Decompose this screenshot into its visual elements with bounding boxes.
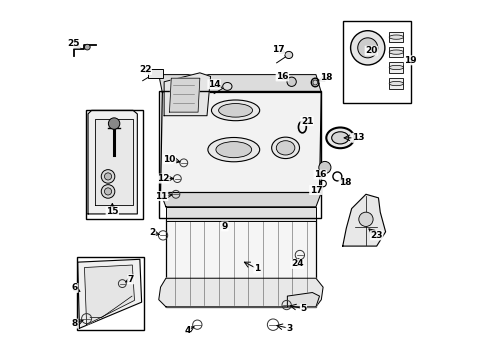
Text: 18: 18 [319, 73, 331, 82]
Ellipse shape [285, 51, 292, 59]
Ellipse shape [276, 141, 294, 155]
Text: 22: 22 [139, 66, 151, 75]
Ellipse shape [218, 104, 252, 117]
Ellipse shape [388, 50, 403, 54]
Ellipse shape [325, 127, 353, 148]
Ellipse shape [271, 137, 299, 158]
Text: 16: 16 [276, 72, 288, 81]
Circle shape [318, 161, 330, 174]
Polygon shape [160, 193, 321, 207]
Circle shape [108, 118, 120, 129]
Text: 16: 16 [313, 170, 326, 179]
Polygon shape [95, 119, 133, 205]
Text: 12: 12 [157, 174, 169, 183]
Text: 8: 8 [72, 319, 78, 328]
Bar [388, 78, 403, 89]
Bar [388, 32, 403, 42]
Bar [388, 62, 403, 73]
Bar [165, 219, 315, 307]
Bar [165, 207, 315, 221]
Polygon shape [159, 75, 321, 93]
Text: 1: 1 [253, 264, 260, 273]
Ellipse shape [388, 35, 403, 39]
Text: 14: 14 [207, 80, 220, 89]
Text: 3: 3 [285, 324, 292, 333]
Text: 20: 20 [365, 46, 377, 55]
Text: 18: 18 [338, 178, 351, 187]
Ellipse shape [388, 81, 403, 86]
Text: 6: 6 [72, 283, 78, 292]
Circle shape [104, 173, 111, 180]
Circle shape [286, 77, 296, 86]
Bar [342, 21, 410, 103]
Text: 24: 24 [290, 260, 303, 269]
Ellipse shape [216, 141, 251, 158]
Bar [159, 91, 321, 217]
Polygon shape [78, 259, 142, 328]
Bar [85, 111, 142, 219]
Circle shape [350, 31, 384, 65]
Polygon shape [342, 194, 385, 246]
Text: 9: 9 [221, 222, 227, 231]
Text: 21: 21 [300, 117, 313, 126]
Text: 17: 17 [271, 45, 284, 54]
Text: 11: 11 [155, 192, 167, 201]
Polygon shape [88, 111, 137, 214]
Text: 2: 2 [149, 228, 155, 237]
Circle shape [358, 212, 372, 226]
Text: 4: 4 [184, 326, 190, 335]
Ellipse shape [211, 100, 259, 121]
Circle shape [101, 170, 115, 183]
Text: 23: 23 [370, 231, 382, 240]
Polygon shape [159, 278, 323, 307]
Ellipse shape [222, 82, 231, 90]
Polygon shape [169, 78, 200, 112]
Bar [388, 47, 403, 58]
Ellipse shape [207, 138, 259, 162]
Polygon shape [287, 293, 319, 307]
Text: 13: 13 [351, 133, 364, 142]
Bar [77, 257, 144, 330]
Circle shape [84, 44, 90, 50]
Text: 17: 17 [309, 185, 322, 194]
Text: 7: 7 [127, 275, 134, 284]
Text: 25: 25 [67, 39, 80, 48]
Polygon shape [84, 265, 134, 325]
Ellipse shape [388, 65, 403, 69]
Circle shape [104, 188, 111, 195]
Ellipse shape [331, 132, 348, 144]
Circle shape [101, 185, 115, 198]
Text: 10: 10 [163, 155, 175, 164]
Circle shape [357, 38, 377, 58]
Polygon shape [160, 93, 321, 193]
Text: 19: 19 [404, 56, 416, 65]
Ellipse shape [312, 80, 317, 85]
Bar [148, 68, 163, 78]
Polygon shape [164, 73, 210, 116]
Text: 15: 15 [106, 207, 118, 216]
Text: 5: 5 [300, 304, 306, 313]
